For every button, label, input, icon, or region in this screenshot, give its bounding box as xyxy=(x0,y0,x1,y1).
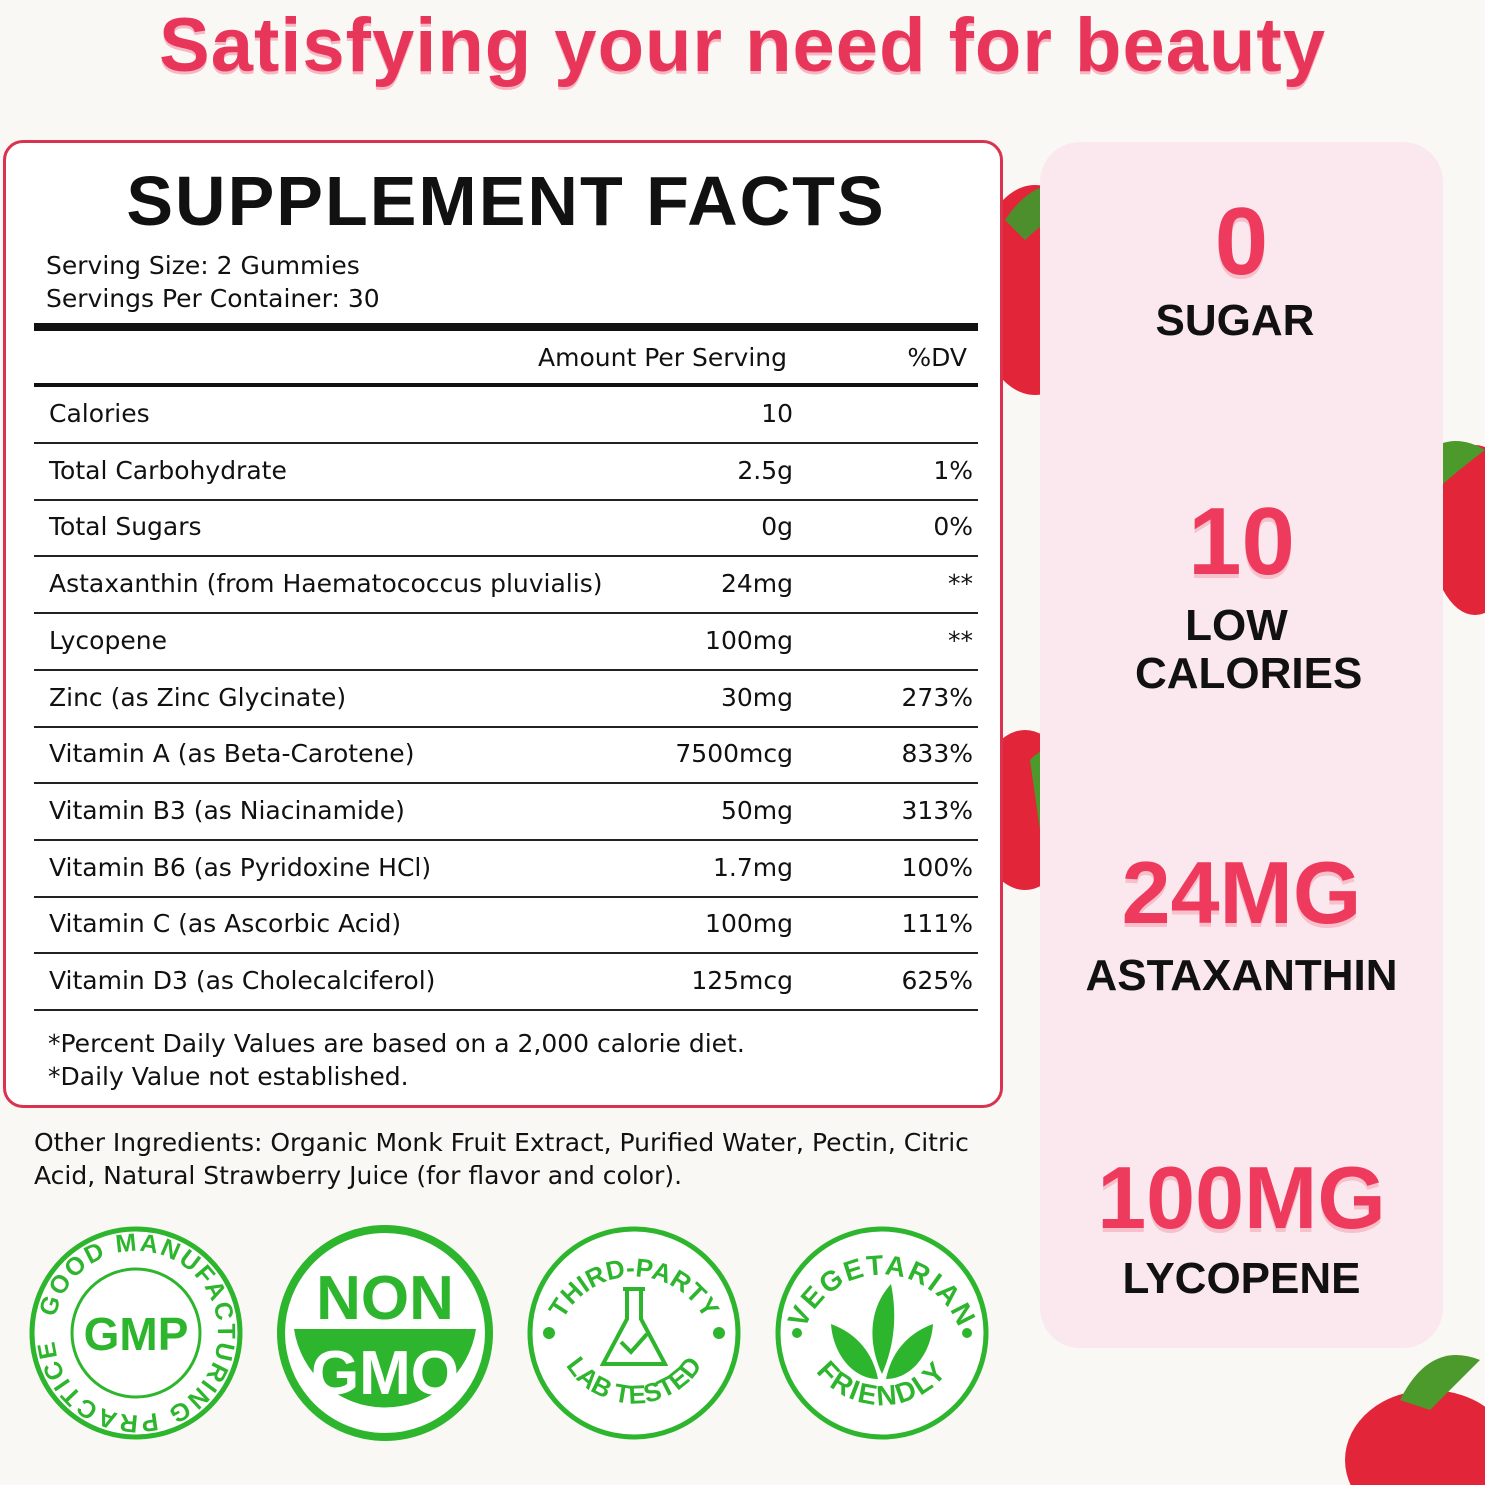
highlight-value: 10 xyxy=(1188,488,1295,595)
vegetarian-badge: VEGETARIAN FRIENDLY xyxy=(775,1226,989,1440)
nutrient-dv: 100% xyxy=(901,852,973,882)
nutrient-name: Vitamin B6 (as Pyridoxine HCl) xyxy=(49,852,432,882)
nutrient-amount: 100mg xyxy=(705,909,793,939)
nutrient-dv: 625% xyxy=(901,966,973,995)
nutrient-name: Calories xyxy=(49,399,150,428)
divider xyxy=(34,323,978,331)
nutrient-dv: 111% xyxy=(901,909,973,939)
nutrient-amount: 50mg xyxy=(720,795,793,825)
facts-title: SUPPLEMENT FACTS xyxy=(126,162,886,240)
highlight-value: 0 xyxy=(1214,188,1269,295)
nutrient-amount: 100mg xyxy=(705,625,793,655)
other-ingredients: Other Ingredients: Organic Monk Fruit Ex… xyxy=(34,1128,969,1190)
nutrient-dv: ** xyxy=(948,625,973,655)
nutrient-dv: ** xyxy=(948,569,973,599)
nutrient-name: Astaxanthin (from Haematococcus pluviali… xyxy=(49,569,603,599)
nutrient-dv: 0% xyxy=(933,512,973,542)
footnote: *Daily Value not established. xyxy=(48,1062,409,1091)
highlights-panel: 0 SUGAR 10 LOW CALORIES 24MG ASTAXANTHIN… xyxy=(1040,142,1443,1348)
highlight-value: 100MG xyxy=(1097,1148,1386,1247)
supplement-facts-panel: SUPPLEMENT FACTS Serving Size: 2 Gummies… xyxy=(3,140,1003,1108)
nutrient-dv: 1% xyxy=(933,455,973,485)
facts-row: Vitamin B6 (as Pyridoxine HCl) 1.7mg 100% xyxy=(34,841,978,898)
nutrient-dv: 273% xyxy=(901,682,973,712)
nutrient-name: Lycopene xyxy=(49,625,167,655)
facts-row: Total Sugars 0g 0% xyxy=(34,500,978,558)
highlight-label: LOW CALORIES xyxy=(1135,601,1363,698)
facts-row: Lycopene 100mg ** xyxy=(34,614,978,671)
nutrient-name: Vitamin D3 (as Cholecalciferol) xyxy=(49,966,436,995)
nutrient-name: Vitamin B3 (as Niacinamide) xyxy=(49,795,405,825)
facts-row: Calories 10 xyxy=(34,387,978,444)
highlight-label: ASTAXANTHIN xyxy=(1085,951,1398,1000)
strawberry-image xyxy=(1345,1355,1485,1485)
servings-per-container: Servings Per Container: 30 xyxy=(46,284,380,313)
highlight-value: 24MG xyxy=(1121,843,1362,942)
col-amount-header: Amount Per Serving xyxy=(538,343,787,372)
lab-tested-badge: THIRD-PARTY LAB TESTED xyxy=(527,1226,741,1440)
nutrient-amount: 7500mcg xyxy=(675,739,793,769)
nutrient-amount: 1.7mg xyxy=(713,852,793,882)
nutrient-name: Total Carbohydrate xyxy=(49,455,287,485)
facts-row: Vitamin D3 (as Cholecalciferol) 125mcg 625… xyxy=(34,954,978,1011)
facts-row: Vitamin A (as Beta-Carotene) 7500mcg 833% xyxy=(34,727,978,785)
nutrient-amount: 30mg xyxy=(720,682,793,712)
nutrient-amount: 2.5g xyxy=(737,455,793,485)
facts-row: Zinc (as Zinc Glycinate) 30mg 273% xyxy=(34,671,978,728)
nutrient-name: Zinc (as Zinc Glycinate) xyxy=(49,682,347,712)
footnote: *Percent Daily Values are based on a 2,0… xyxy=(48,1029,745,1058)
col-dv-header: %DV xyxy=(907,343,967,372)
nutrient-name: Total Sugars xyxy=(49,512,202,542)
svg-text:GMO: GMO xyxy=(311,1339,459,1408)
nutrient-amount: 125mcg xyxy=(691,966,793,995)
serving-size: Serving Size: 2 Gummies xyxy=(46,251,360,280)
facts-row: Vitamin B3 (as Niacinamide) 50mg 313% xyxy=(34,784,978,841)
svg-text:NON: NON xyxy=(316,1264,454,1333)
headline: Satisfying your need for beauty xyxy=(159,3,1326,88)
nutrient-dv: 313% xyxy=(901,795,973,825)
highlight-label: SUGAR xyxy=(1155,296,1315,345)
facts-row: Total Carbohydrate 2.5g 1% xyxy=(34,444,978,501)
nutrient-name: Vitamin A (as Beta-Carotene) xyxy=(49,739,415,769)
nutrient-amount: 24mg xyxy=(720,569,793,599)
flask-icon xyxy=(599,1287,669,1366)
leaves-icon xyxy=(831,1284,933,1379)
nutrient-dv: 833% xyxy=(901,739,973,769)
svg-text:GMP: GMP xyxy=(84,1308,189,1360)
nutrient-amount: 10 xyxy=(761,399,793,428)
facts-row: Vitamin C (as Ascorbic Acid) 100mg 111% xyxy=(34,897,978,955)
nutrient-amount: 0g xyxy=(761,512,793,542)
gmp-badge: GOOD MANUFACTURING PRACTICE GMP xyxy=(29,1226,243,1440)
non-gmo-badge: NON GMO xyxy=(277,1225,493,1441)
highlight-label: LYCOPENE xyxy=(1122,1254,1361,1303)
nutrient-name: Vitamin C (as Ascorbic Acid) xyxy=(49,909,402,939)
divider xyxy=(34,383,978,387)
facts-row: Astaxanthin (from Haematococcus pluviali… xyxy=(34,557,978,615)
